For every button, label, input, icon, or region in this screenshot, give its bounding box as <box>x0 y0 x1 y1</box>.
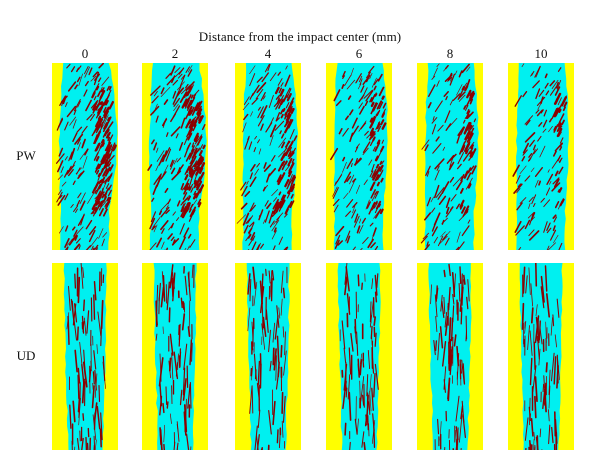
damage-streaks <box>339 263 379 450</box>
cross-section-panel <box>326 63 392 250</box>
cross-section-panel <box>235 63 301 250</box>
cross-section-image <box>428 263 472 450</box>
damage-streaks <box>521 263 560 450</box>
damage-streaks <box>66 263 106 450</box>
damage-streaks <box>155 264 195 450</box>
cross-section-panel <box>417 263 483 450</box>
damage-streaks <box>420 63 477 250</box>
cross-section-panel <box>142 263 208 450</box>
fiber-band <box>337 263 381 450</box>
cross-section-panel <box>52 263 118 450</box>
cross-section-image <box>153 263 197 450</box>
cross-section-image <box>512 63 569 250</box>
damage-streaks <box>55 63 117 250</box>
figure-title: Distance from the impact center (mm) <box>198 29 402 44</box>
cross-section-panel <box>142 63 208 250</box>
specimen-row-label: PW <box>16 147 36 163</box>
cross-section-image <box>337 263 381 450</box>
cross-section-image <box>330 63 388 250</box>
distance-label: 10 <box>534 46 548 61</box>
cross-section-panel <box>52 63 118 250</box>
cross-section-image <box>420 63 479 250</box>
damage-streaks <box>430 263 470 450</box>
damage-streaks <box>247 266 288 450</box>
damage-streaks <box>147 65 206 250</box>
damage-streaks <box>512 63 568 250</box>
specimen-row-label: UD <box>16 347 36 363</box>
cross-section-panel <box>235 263 301 450</box>
cross-section-image <box>55 63 118 250</box>
cross-section-image <box>147 63 207 250</box>
cross-section-image <box>236 63 299 250</box>
cross-section-image <box>63 263 107 450</box>
cross-section-image <box>519 263 563 450</box>
distance-label: 2 <box>171 46 179 61</box>
cross-section-panel <box>417 63 483 250</box>
damage-streaks <box>236 63 298 250</box>
damage-streaks <box>330 65 387 250</box>
distance-label: 0 <box>81 46 89 61</box>
cross-section-panel <box>508 263 574 450</box>
cross-section-image <box>246 263 290 450</box>
distance-label: 4 <box>264 46 272 61</box>
distance-label: 6 <box>355 46 363 61</box>
distance-label: 8 <box>446 46 454 61</box>
cross-section-panel <box>326 263 392 450</box>
cross-section-panel <box>508 63 574 250</box>
